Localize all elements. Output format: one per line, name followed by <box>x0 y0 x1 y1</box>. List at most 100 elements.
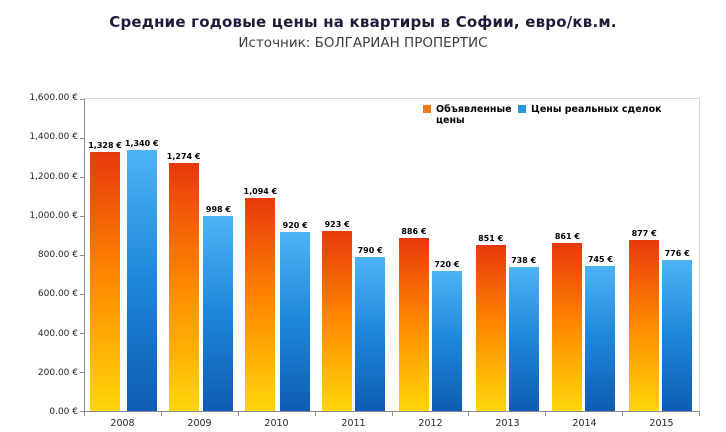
real-deal-bar-wrap: 920 € <box>280 99 311 411</box>
declared-price-bar <box>322 231 353 411</box>
x-axis-label: 2014 <box>572 418 597 429</box>
real-deal-bar-wrap: 790 € <box>355 99 386 411</box>
x-axis-ticks <box>84 412 700 416</box>
declared-price-bar <box>398 238 429 411</box>
real-deal-bar <box>126 149 157 411</box>
y-axis-tick-mark <box>80 176 84 178</box>
bar-value-label: 851 € <box>478 234 504 244</box>
y-axis-tick-label: 1,400.00 € <box>29 132 78 143</box>
y-axis-labels: 0.00 € 200.00 € 400.00 € 600.00 € 800.00 € 1,… <box>0 93 78 417</box>
bar-group-2015: 877 € 776 € <box>622 99 699 411</box>
x-axis-tick-mark <box>162 412 239 416</box>
x-axis-label: 2011 <box>341 418 366 429</box>
bar-value-label: 1,328 € <box>88 141 122 151</box>
bar-value-label: 998 € <box>205 205 231 215</box>
declared-price-bar-wrap: 861 € <box>552 99 583 411</box>
x-axis-label: 2015 <box>649 418 674 429</box>
declared-price-bar-wrap: 886 € <box>398 99 429 411</box>
bar-group-2009: 1,274 € 998 € <box>162 99 239 411</box>
bar-group-2012: 886 € 720 € <box>392 99 469 411</box>
legend-item-declared-prices: Объявленные цены <box>423 104 512 127</box>
real-deal-bar-wrap: 776 € <box>662 99 693 411</box>
declared-price-bar-wrap: 923 € <box>322 99 353 411</box>
bar-value-label: 790 € <box>357 245 383 255</box>
real-deal-bar <box>355 256 386 411</box>
y-axis-tick-label: 1,000.00 € <box>29 210 78 221</box>
bar-value-label: 923 € <box>324 220 350 230</box>
declared-price-bar <box>245 197 276 411</box>
declared-price-bar <box>168 162 199 411</box>
bar-group-2011: 923 € 790 € <box>315 99 392 411</box>
bar-value-label: 738 € <box>511 256 537 266</box>
x-axis-label: 2009 <box>187 418 212 429</box>
real-deal-bar-wrap: 720 € <box>431 99 462 411</box>
declared-price-bar <box>629 240 660 411</box>
y-axis-tick-mark <box>80 137 84 139</box>
x-axis-labels: 2008 2009 2010 2011 2012 2013 2014 2015 <box>84 416 700 429</box>
real-deal-bar <box>508 267 539 411</box>
declared-price-bar-wrap: 877 € <box>629 99 660 411</box>
bar-group-2008: 1,328 €1,340 € <box>85 99 162 411</box>
y-axis-tick-mark <box>80 254 84 256</box>
declared-price-bar-wrap: 1,274 € <box>166 99 201 411</box>
bar-value-label: 886 € <box>401 227 427 237</box>
declared-price-bar-wrap: 1,328 € <box>88 99 122 411</box>
bar-value-label: 877 € <box>631 229 657 238</box>
real-deal-bar <box>585 265 616 411</box>
real-deal-bar <box>203 216 234 411</box>
x-axis-tick-mark <box>546 412 624 416</box>
bar-group-2010: 1,094 € 920 € <box>239 99 316 411</box>
declared-price-bar-wrap: 1,094 € <box>244 99 277 411</box>
x-axis-tick-mark <box>469 412 547 416</box>
legend-label-declared: Объявленные цены <box>436 104 512 127</box>
bar-group-2014: 861 € 745 € <box>546 99 623 411</box>
chart-title: Средние годовые цены на квартиры в Софии… <box>109 13 617 31</box>
x-axis-tick-mark <box>623 412 700 416</box>
real-deal-bar-wrap: 738 € <box>508 99 539 411</box>
x-axis-label: 2008 <box>110 418 135 429</box>
x-axis-tick-mark <box>84 412 162 416</box>
y-axis-tick-mark <box>80 98 84 100</box>
declared-price-bar <box>90 152 121 411</box>
bar-value-label: 920 € <box>282 220 308 230</box>
y-axis-tick-label: 800.00 € <box>37 250 78 260</box>
declared-price-bar <box>552 243 583 411</box>
bar-value-label: 1,340 € <box>124 138 159 148</box>
legend-marker-real-icon <box>518 105 526 113</box>
real-deal-bar-wrap: 1,340 € <box>125 99 159 411</box>
real-deal-bar <box>662 259 693 411</box>
bar-value-label: 745 € <box>587 254 613 264</box>
legend-item-real-deals: Цены реальных сделок <box>518 104 662 115</box>
real-deal-bar-wrap: 745 € <box>585 99 616 411</box>
x-axis-label: 2013 <box>495 418 520 429</box>
chart-subtitle: Источник: БОЛГАРИАН ПРОПЕРТИС <box>238 35 488 51</box>
y-axis-tick-label: 0.00 € <box>49 407 78 417</box>
legend: Объявленные цены Цены реальных сделок <box>423 104 662 127</box>
y-axis-tick-mark <box>80 293 84 295</box>
x-axis-tick-mark <box>393 412 470 416</box>
y-axis-tick-mark <box>80 410 84 412</box>
real-deal-bar <box>431 270 462 411</box>
x-axis-tick-mark <box>316 412 393 416</box>
y-axis-tick-label: 400.00 € <box>37 328 78 339</box>
real-deal-bar-wrap: 998 € <box>203 99 234 411</box>
y-axis-tick-label: 200.00 € <box>37 367 78 378</box>
bar-group-2013: 851 € 738 € <box>469 99 546 411</box>
x-axis-label: 2012 <box>418 418 443 429</box>
y-axis-tick-label: 1,600.00 € <box>29 93 78 103</box>
bar-value-label: 861 € <box>554 232 580 242</box>
y-axis-tick-label: 600.00 € <box>37 289 78 300</box>
real-deal-bar <box>280 231 311 411</box>
bar-value-label: 720 € <box>434 259 460 269</box>
y-axis-tick-mark <box>80 332 84 334</box>
legend-marker-declared-icon <box>423 105 431 113</box>
legend-label-real: Цены реальных сделок <box>531 104 662 115</box>
y-axis-tick-mark <box>80 371 84 373</box>
bar-value-label: 1,274 € <box>166 151 201 161</box>
x-axis-tick-mark <box>239 412 316 416</box>
y-axis-tick-label: 1,200.00 € <box>29 171 78 182</box>
y-axis-tick-mark <box>80 215 84 217</box>
plot-area: 1,328 €1,340 € 1,274 € 998 € 1,094 € 920 € 92… <box>80 98 700 412</box>
x-axis-label: 2010 <box>264 418 289 429</box>
